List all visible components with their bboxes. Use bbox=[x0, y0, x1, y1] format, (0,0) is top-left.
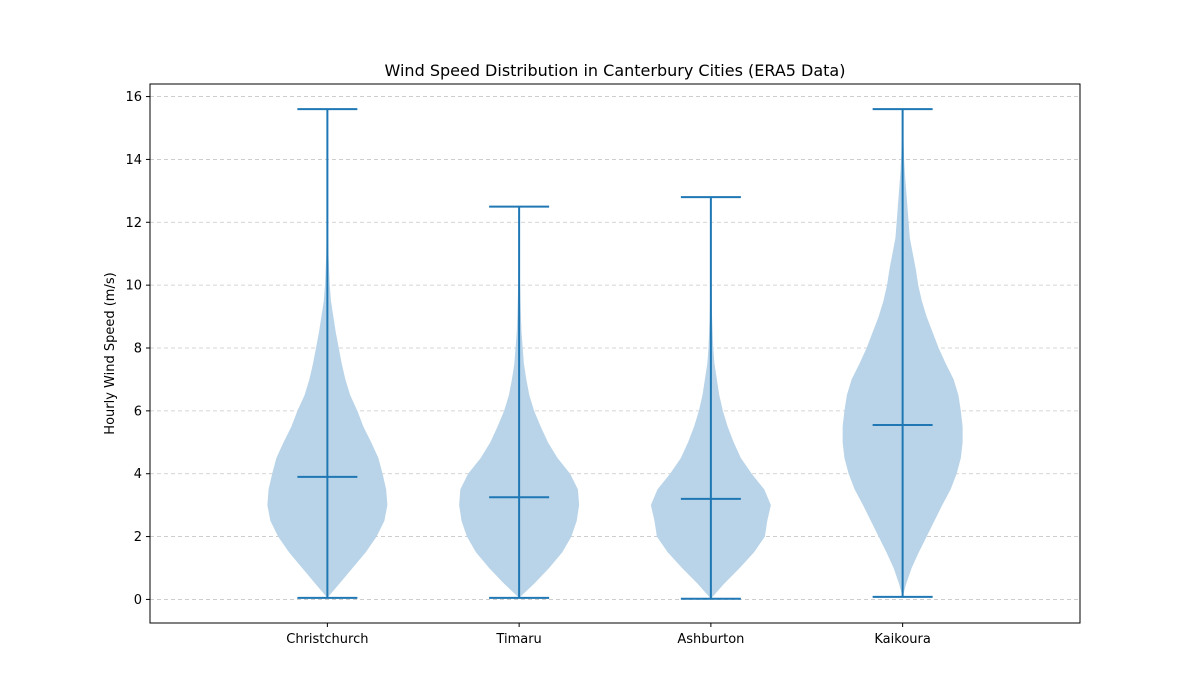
x-tick-label: Timaru bbox=[495, 632, 541, 647]
x-tick-label: Ashburton bbox=[677, 632, 744, 647]
y-axis-label: Hourly Wind Speed (m/s) bbox=[103, 272, 118, 434]
y-tick-label: 14 bbox=[125, 153, 142, 168]
y-tick-label: 16 bbox=[125, 90, 142, 105]
plot-frame bbox=[149, 83, 1081, 624]
y-tick-label: 0 bbox=[134, 593, 142, 608]
x-tick-label: Kaikoura bbox=[874, 632, 930, 647]
y-axis-ticks: 0 2 4 6 8 10 12 14 16 bbox=[125, 90, 150, 608]
x-tick-label: Christchurch bbox=[286, 632, 368, 647]
y-tick-label: 8 bbox=[134, 342, 142, 357]
x-axis-ticks: Christchurch Timaru Ashburton Kaikoura bbox=[286, 623, 931, 647]
y-tick-label: 12 bbox=[125, 216, 142, 231]
y-tick-label: 6 bbox=[134, 404, 142, 419]
y-tick-label: 2 bbox=[134, 530, 142, 545]
y-tick-label: 10 bbox=[125, 279, 142, 294]
y-tick-label: 4 bbox=[134, 467, 142, 482]
chart-title: Wind Speed Distribution in Canterbury Ci… bbox=[385, 61, 846, 80]
violins bbox=[267, 108, 963, 600]
